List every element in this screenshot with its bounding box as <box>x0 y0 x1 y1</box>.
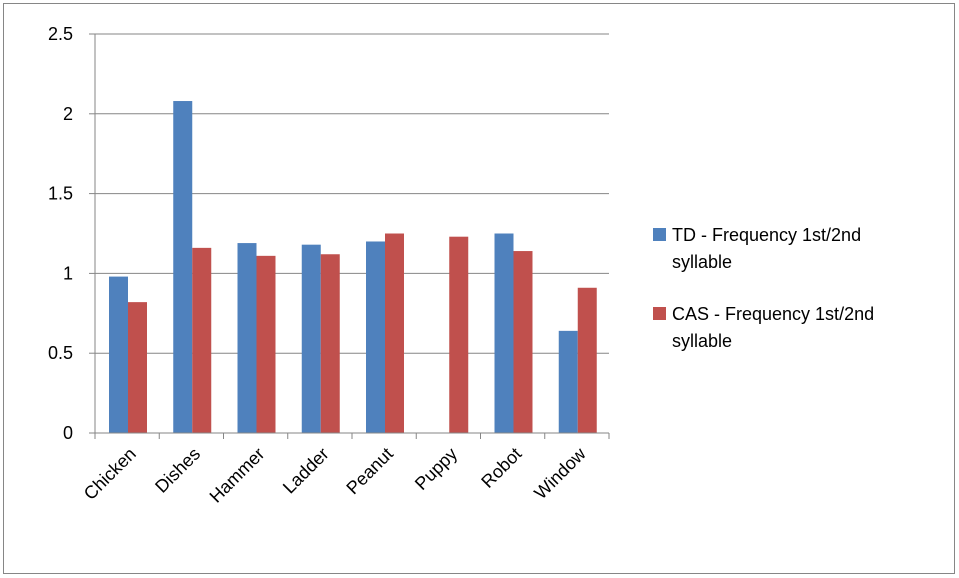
bar-td-chicken <box>109 276 128 433</box>
bar-td-ladder <box>301 244 321 433</box>
bar-cas-robot <box>513 251 533 433</box>
y-tick-label: 0 <box>63 423 73 443</box>
bar-td-window <box>558 330 578 433</box>
bar-td-peanut <box>366 241 385 433</box>
x-tick-label: Puppy <box>411 444 461 494</box>
chart-frame <box>3 3 955 574</box>
y-tick-labels: 0 0.5 1 1.5 2 2.5 <box>48 24 73 443</box>
x-tick-label: Chicken <box>80 444 140 504</box>
bar-td-dishes <box>173 101 193 434</box>
legend: TD - Frequency 1st/2nd syllable CAS - Freq… <box>653 225 874 351</box>
bar-cas-window <box>577 287 597 433</box>
x-tick-label: Ladder <box>279 444 333 498</box>
y-tick-label: 2 <box>63 104 73 124</box>
bar-td-hammer <box>237 243 257 433</box>
bar-td-robot <box>494 233 514 433</box>
y-tick-label: 2.5 <box>48 24 73 44</box>
y-tick-label: 0.5 <box>48 343 73 363</box>
x-tick-label: Peanut <box>342 444 396 498</box>
legend-label: TD - Frequency 1st/2nd syllable <box>672 225 861 272</box>
bars <box>109 101 597 434</box>
y-tick-label: 1.5 <box>48 184 73 204</box>
legend-label: CAS - Frequency 1st/2nd syllable <box>672 304 874 351</box>
y-tick-label: 1 <box>63 263 73 283</box>
bar-cas-hammer <box>256 255 276 433</box>
bar-cas-peanut <box>385 233 404 433</box>
x-tick-labels: Chicken Dishes Hammer Ladder Peanut Puppy Robo… <box>80 443 591 507</box>
x-tick-label: Robot <box>477 444 525 492</box>
x-tick-label: Dishes <box>151 444 204 497</box>
bar-cas-dishes <box>192 247 212 433</box>
bar-cas-chicken <box>128 302 147 433</box>
legend-swatch <box>653 228 666 241</box>
x-tick-label: Window <box>530 443 590 503</box>
legend-swatch <box>653 307 666 320</box>
axes <box>89 33 610 439</box>
bar-cas-ladder <box>320 254 340 433</box>
x-tick-label: Hammer <box>206 444 269 507</box>
bar-cas-puppy <box>449 236 469 433</box>
